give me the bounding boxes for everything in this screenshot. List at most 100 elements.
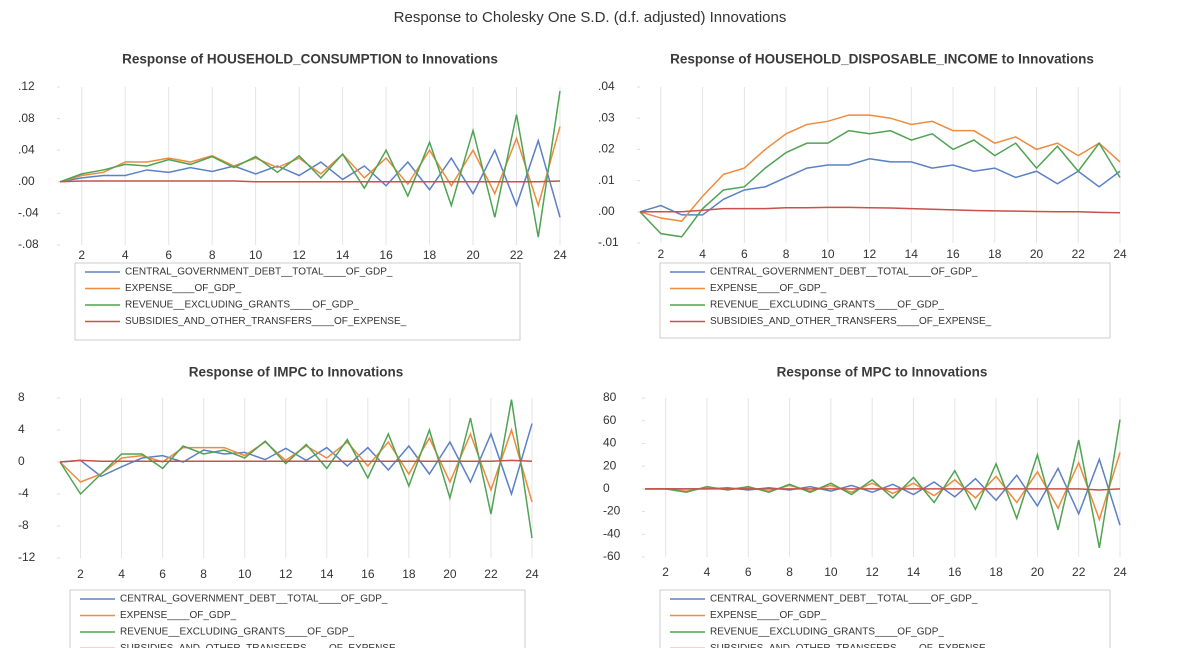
- y-tick-label: 0: [18, 454, 25, 468]
- y-tick-label: 40: [603, 436, 617, 450]
- legend-label: REVENUE__EXCLUDING_GRANTS____OF_GDP_: [120, 627, 354, 638]
- x-tick-label: 14: [336, 248, 350, 262]
- x-tick-label: 22: [510, 248, 524, 262]
- y-tick-label: 4: [18, 422, 25, 436]
- y-tick-label: 8: [18, 390, 25, 404]
- x-tick-label: 8: [783, 247, 790, 261]
- y-tick-label: -4: [18, 486, 29, 500]
- series-line: [59, 459, 533, 463]
- y-tick-label: .01: [598, 173, 615, 187]
- x-tick-label: 4: [118, 567, 125, 581]
- y-tick-label: .04: [18, 142, 35, 156]
- x-tick-label: 6: [159, 567, 166, 581]
- x-tick-label: 16: [379, 248, 393, 262]
- legend-label: EXPENSE____OF_GDP_: [710, 283, 827, 294]
- x-tick-label: 20: [1031, 565, 1045, 579]
- y-tick-label: .04: [598, 79, 615, 93]
- legend-label: CENTRAL_GOVERNMENT_DEBT__TOTAL____OF_GDP…: [120, 594, 388, 605]
- chart-title: Response of HOUSEHOLD_CONSUMPTION to Inn…: [122, 52, 498, 67]
- series-line: [59, 90, 561, 238]
- legend-label: SUBSIDIES_AND_OTHER_TRANSFERS____OF_EXPE…: [710, 316, 992, 327]
- y-tick-label: 80: [603, 390, 617, 404]
- y-tick-label: -8: [18, 518, 29, 532]
- x-tick-label: 20: [466, 248, 480, 262]
- x-tick-label: 4: [704, 565, 711, 579]
- legend-box: [74, 262, 521, 341]
- y-tick-label: .12: [18, 79, 35, 93]
- y-tick-label: -20: [603, 504, 621, 518]
- x-tick-label: 24: [1113, 565, 1127, 579]
- series-line: [639, 114, 1121, 222]
- legend-box: [69, 589, 526, 648]
- x-tick-label: 18: [988, 247, 1002, 261]
- x-tick-label: 16: [948, 565, 962, 579]
- chart-title: Response of HOUSEHOLD_DISPOSABLE_INCOME …: [670, 52, 1094, 67]
- legend-label: CENTRAL_GOVERNMENT_DEBT__TOTAL____OF_GDP…: [710, 267, 978, 278]
- y-tick-label: -.08: [18, 237, 39, 251]
- x-tick-label: 22: [1072, 565, 1086, 579]
- legend-label: EXPENSE____OF_GDP_: [710, 610, 827, 621]
- chart-title: Response of MPC to Innovations: [777, 365, 988, 380]
- series-line: [645, 488, 1121, 491]
- y-tick-label: -60: [603, 549, 621, 563]
- legend-label: CENTRAL_GOVERNMENT_DEBT__TOTAL____OF_GDP…: [710, 594, 978, 605]
- x-tick-label: 10: [824, 565, 838, 579]
- x-tick-label: 10: [238, 567, 252, 581]
- x-tick-label: 24: [553, 248, 567, 262]
- x-tick-label: 22: [1072, 247, 1086, 261]
- x-tick-label: 8: [786, 565, 793, 579]
- x-tick-label: 22: [484, 567, 498, 581]
- x-tick-label: 4: [699, 247, 706, 261]
- x-tick-label: 8: [209, 248, 216, 262]
- series-line: [639, 157, 1121, 216]
- x-tick-label: 4: [122, 248, 129, 262]
- x-tick-label: 16: [361, 567, 375, 581]
- y-tick-label: 60: [603, 413, 617, 427]
- legend-label: REVENUE__EXCLUDING_GRANTS____OF_GDP_: [710, 627, 944, 638]
- x-tick-label: 14: [907, 565, 921, 579]
- x-tick-label: 6: [745, 565, 752, 579]
- y-tick-label: -12: [18, 550, 36, 564]
- x-tick-label: 14: [320, 567, 334, 581]
- legend-label: REVENUE__EXCLUDING_GRANTS____OF_GDP_: [125, 300, 359, 311]
- legend-label: SUBSIDIES_AND_OTHER_TRANSFERS____OF_EXPE…: [710, 643, 992, 648]
- legend-label: REVENUE__EXCLUDING_GRANTS____OF_GDP_: [710, 300, 944, 311]
- x-tick-label: 18: [423, 248, 437, 262]
- chart-title: Response of IMPC to Innovations: [189, 365, 404, 380]
- y-tick-label: .08: [18, 111, 35, 125]
- y-tick-label: 0: [603, 481, 610, 495]
- x-tick-label: 12: [292, 248, 306, 262]
- x-tick-label: 24: [525, 567, 539, 581]
- legend-box: [659, 589, 1111, 648]
- series-line: [59, 138, 561, 218]
- series-line: [59, 427, 533, 503]
- x-tick-label: 2: [662, 565, 669, 579]
- x-tick-label: 12: [279, 567, 293, 581]
- legend-label: EXPENSE____OF_GDP_: [120, 610, 237, 621]
- legend-label: SUBSIDIES_AND_OTHER_TRANSFERS____OF_EXPE…: [120, 643, 402, 648]
- x-tick-label: 20: [443, 567, 457, 581]
- x-tick-label: 18: [402, 567, 416, 581]
- x-tick-label: 24: [1113, 247, 1127, 261]
- y-tick-label: -.01: [598, 235, 619, 249]
- x-tick-label: 12: [865, 565, 879, 579]
- legend-label: EXPENSE____OF_GDP_: [125, 283, 242, 294]
- series-line: [639, 129, 1121, 238]
- x-tick-label: 12: [863, 247, 877, 261]
- y-tick-label: .02: [598, 142, 615, 156]
- series-line: [59, 423, 533, 497]
- figure-title: Response to Cholesky One S.D. (d.f. adju…: [394, 9, 787, 26]
- y-tick-label: 20: [603, 458, 617, 472]
- x-tick-label: 16: [946, 247, 960, 261]
- x-tick-label: 14: [905, 247, 919, 261]
- legend-box: [659, 262, 1111, 339]
- x-tick-label: 18: [989, 565, 1003, 579]
- y-tick-label: -.04: [18, 206, 39, 220]
- y-tick-label: .00: [18, 174, 35, 188]
- series-line: [640, 206, 1121, 214]
- y-tick-label: .03: [598, 110, 615, 124]
- x-tick-label: 20: [1030, 247, 1044, 261]
- x-tick-label: 10: [249, 248, 263, 262]
- x-tick-label: 2: [77, 567, 84, 581]
